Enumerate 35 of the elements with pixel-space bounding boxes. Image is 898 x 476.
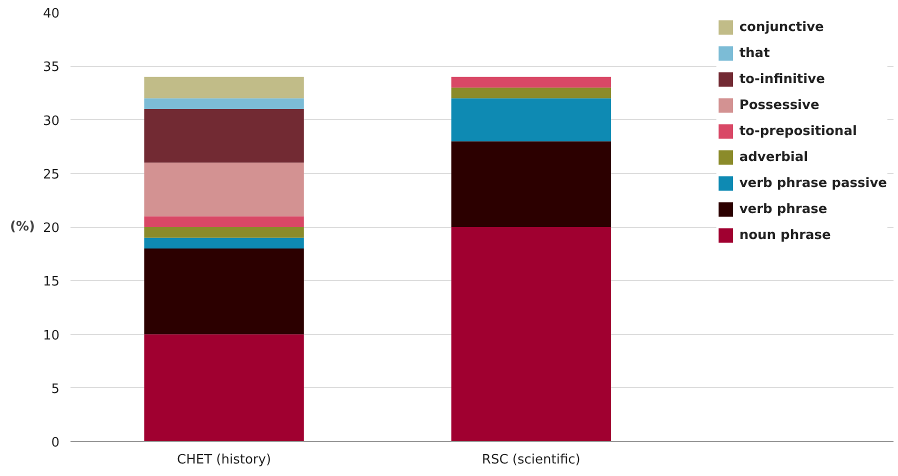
y-tick-label: 0: [51, 436, 60, 450]
legend-label: conjunctive: [739, 20, 824, 34]
legend-label: adverbial: [739, 150, 808, 164]
bar: [144, 227, 304, 238]
legend-label: to-prepositional: [739, 124, 857, 138]
legend-label: noun phrase: [739, 228, 831, 242]
bar: [144, 248, 304, 334]
y-tick-label: 25: [42, 167, 60, 182]
bar: [144, 76, 304, 98]
y-tick-label: 10: [42, 328, 60, 344]
bar: [451, 227, 611, 442]
bar: [144, 98, 304, 110]
legend-label: Possessive: [739, 98, 820, 112]
y-tick-label: 5: [51, 382, 60, 397]
bar: [451, 141, 611, 227]
bar: [144, 109, 304, 163]
bar: [451, 98, 611, 142]
bar: [144, 334, 304, 442]
legend-label: verb phrase: [739, 202, 828, 216]
y-tick-label: 35: [42, 60, 60, 76]
bar: [451, 88, 611, 98]
y-axis-title: (%): [10, 220, 35, 234]
legend-label: to-infinitive: [739, 72, 825, 86]
x-tick-label: CHET (history): [177, 452, 272, 468]
bar: [451, 76, 611, 88]
legend-label: that: [739, 46, 770, 60]
y-tick-label: 30: [42, 114, 60, 129]
y-tick-label: 40: [42, 6, 60, 22]
y-tick-label: 15: [42, 274, 60, 290]
y-tick-label: 20: [42, 221, 60, 236]
legend-label: verb phrase passive: [739, 176, 887, 190]
bar: [144, 162, 304, 216]
bar: [144, 238, 304, 248]
x-tick-label: RSC (scientific): [482, 452, 580, 468]
bar: [144, 216, 304, 227]
